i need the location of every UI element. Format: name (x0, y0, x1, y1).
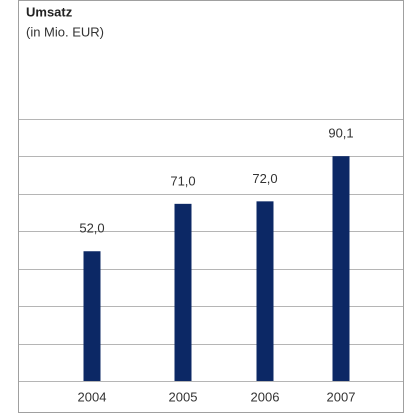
value-label: 90,1 (328, 126, 353, 141)
bar (174, 203, 192, 381)
bar (256, 201, 274, 381)
x-tick-label: 2004 (78, 389, 107, 404)
value-label: 52,0 (79, 221, 104, 236)
x-tick-label: 2006 (251, 389, 280, 404)
value-label: 71,0 (170, 173, 195, 188)
bar (332, 156, 350, 381)
chart-frame (18, 0, 404, 413)
chart-subtitle: (in Mio. EUR) (26, 24, 104, 39)
chart-title: Umsatz (26, 4, 73, 19)
x-tick-label: 2007 (327, 389, 356, 404)
x-tick-label: 2005 (169, 389, 198, 404)
bar (83, 251, 101, 381)
value-label: 72,0 (252, 171, 277, 186)
